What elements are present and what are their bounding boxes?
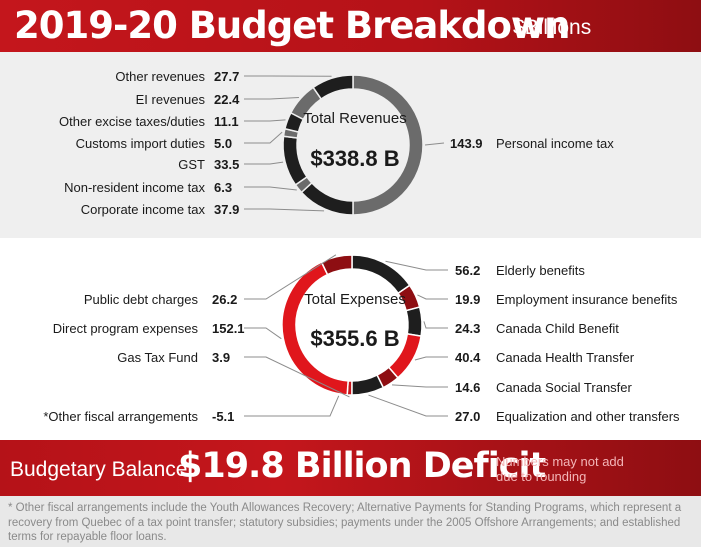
leader-line-exp-canada-social-transfer bbox=[391, 384, 448, 388]
page-title: 2019-20 Budget Breakdown bbox=[14, 4, 570, 47]
rev-value-excise: 11.1 bbox=[214, 114, 239, 129]
leader-line-exp-gas-tax-fund bbox=[244, 356, 350, 398]
footnote-panel: * Other fiscal arrangements include the … bbox=[0, 496, 701, 547]
exp-label-equalization: Equalization and other transfers bbox=[496, 409, 680, 424]
rev-label-personal: Personal income tax bbox=[496, 136, 614, 151]
rev-value-nonresident: 6.3 bbox=[214, 180, 233, 195]
revenues-slice-other-revenues bbox=[312, 74, 354, 100]
exp-label-gastax: Gas Tax Fund bbox=[117, 350, 198, 365]
rev-label-nonresident: Non-resident income tax bbox=[64, 180, 205, 195]
expenses-donut-backing bbox=[279, 252, 425, 398]
leader-line-rev-other-excise-taxes-duties bbox=[244, 119, 286, 122]
rev-value-customs: 5.0 bbox=[214, 136, 233, 151]
exp-label-other-fiscal: *Other fiscal arrangements bbox=[43, 409, 198, 424]
leader-line-rev-non-resident-income-tax bbox=[244, 186, 297, 191]
leader-line-exp-elderly-benefits bbox=[385, 260, 448, 271]
exp-value-equalization: 27.0 bbox=[455, 409, 481, 424]
leader-line-rev-ei-revenues bbox=[244, 96, 299, 100]
expenses-center-title: Total Expenses bbox=[304, 291, 406, 308]
exp-value-debt: 26.2 bbox=[212, 292, 238, 307]
rev-value-gst: 33.5 bbox=[214, 157, 240, 172]
budgetary-balance-banner: Budgetary Balance: $19.8 Billion Deficit… bbox=[0, 440, 701, 496]
exp-label-cst: Canada Social Transfer bbox=[496, 380, 632, 395]
exp-value-cst: 14.6 bbox=[455, 380, 481, 395]
exp-label-debt: Public debt charges bbox=[83, 292, 198, 307]
leader-line-exp-canada-health-transfer bbox=[414, 356, 448, 361]
leader-line-exp-canada-child-benefit bbox=[423, 321, 448, 329]
exp-value-other-fiscal: -5.1 bbox=[212, 409, 235, 424]
revenues-center-title: Total Revenues bbox=[303, 110, 407, 127]
rev-label-customs: Customs import duties bbox=[75, 136, 205, 151]
leader-line-exp-other-fiscal-arrangements bbox=[244, 395, 340, 417]
leader-line-rev-customs-import-duties bbox=[244, 131, 283, 144]
rev-label-corporate: Corporate income tax bbox=[80, 202, 205, 217]
rev-label-excise: Other excise taxes/duties bbox=[59, 114, 205, 129]
leader-line-rev-personal-income-tax bbox=[424, 142, 445, 146]
revenues-center-total: $338.8 B bbox=[310, 146, 400, 171]
rev-label-ei: EI revenues bbox=[135, 92, 205, 107]
exp-value-ei: 19.9 bbox=[455, 292, 481, 307]
leader-line-exp-public-debt-charges bbox=[244, 254, 337, 300]
exp-value-elderly: 56.2 bbox=[455, 263, 481, 278]
exp-value-gastax: 3.9 bbox=[212, 350, 231, 365]
exp-label-ei: Employment insurance benefits bbox=[496, 292, 678, 307]
rev-label-other-revenues: Other revenues bbox=[115, 69, 205, 84]
unit-label: $Billions bbox=[513, 16, 592, 39]
exp-value-cht: 40.4 bbox=[455, 350, 481, 365]
exp-label-cht: Canada Health Transfer bbox=[496, 350, 635, 365]
leader-line-rev-corporate-income-tax bbox=[244, 208, 325, 212]
exp-label-ccb: Canada Child Benefit bbox=[496, 321, 619, 336]
expenses-center-total: $355.6 B bbox=[310, 326, 400, 351]
exp-value-direct: 152.1 bbox=[212, 321, 245, 336]
rev-label-gst: GST bbox=[178, 157, 205, 172]
rev-value-personal: 143.9 bbox=[450, 136, 483, 151]
leader-line-exp-equalization-and-other-transfers bbox=[368, 394, 448, 417]
rev-value-other-revenues: 27.7 bbox=[214, 69, 240, 84]
exp-label-elderly: Elderly benefits bbox=[496, 263, 585, 278]
rev-value-corporate: 37.9 bbox=[214, 202, 240, 217]
rounding-note: Numbers may not add due to rounding bbox=[496, 454, 624, 484]
exp-label-direct: Direct program expenses bbox=[52, 321, 198, 336]
footnote-text: * Other fiscal arrangements include the … bbox=[8, 502, 682, 543]
header-banner: 2019-20 Budget Breakdown $Billions bbox=[0, 0, 701, 52]
leader-line-exp-employment-insurance-benefits bbox=[417, 294, 448, 300]
leader-line-exp-direct-program-expenses bbox=[244, 327, 282, 340]
revenues-donut-backing bbox=[280, 72, 426, 218]
leader-line-rev-gst bbox=[244, 161, 284, 165]
rev-value-ei: 22.4 bbox=[214, 92, 240, 107]
balance-label: Budgetary Balance: bbox=[10, 458, 194, 481]
balance-amount: $19.8 Billion Deficit bbox=[178, 446, 546, 486]
exp-value-ccb: 24.3 bbox=[455, 321, 481, 336]
